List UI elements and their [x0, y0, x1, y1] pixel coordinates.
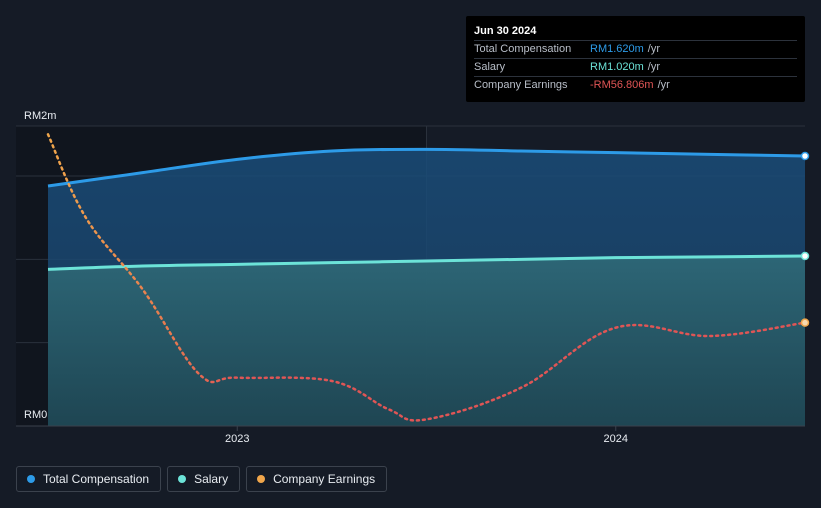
tooltip-row-salary: Salary RM1.020m /yr [474, 58, 797, 76]
legend-dot-icon [27, 475, 35, 483]
tooltip-value: RM1.020m [590, 61, 644, 73]
tooltip-row-total: Total Compensation RM1.620m /yr [474, 40, 797, 58]
tooltip-label: Salary [474, 61, 506, 73]
legend-label: Total Compensation [43, 472, 150, 486]
salary-area [48, 256, 805, 426]
tooltip-unit: /yr [647, 43, 661, 55]
series-lines [46, 133, 807, 422]
total-compensation-end-marker [800, 151, 810, 161]
legend-item-total-compensation[interactable]: Total Compensation [16, 466, 162, 492]
series-areas [48, 149, 805, 426]
series-end-markers [800, 151, 810, 327]
tooltip-value: -RM56.806m [590, 79, 654, 91]
legend-item-salary[interactable]: Salary [167, 466, 241, 492]
total-compensation-line [47, 147, 806, 188]
tooltip: Jun 30 2024 Total Compensation RM1.620m … [466, 16, 805, 102]
tooltip-unit: /yr [647, 61, 661, 73]
tooltip-row-earnings: Company Earnings -RM56.806m /yr [474, 76, 797, 94]
legend-dot-icon [178, 475, 187, 483]
axes: RM2m RM0 2023 2024 [16, 110, 805, 445]
salary-line [47, 254, 806, 271]
legend: Total Compensation Salary Company Earnin… [16, 466, 388, 492]
legend-label: Salary [194, 472, 229, 486]
y-tick-label: RM2m [24, 110, 56, 122]
salary-end-marker [800, 251, 810, 261]
tooltip-label: Company Earnings [474, 79, 568, 91]
x-tick-label: 2024 [604, 433, 628, 445]
legend-dot-icon [257, 475, 266, 483]
tooltip-value: RM1.620m [590, 43, 644, 55]
y-tick-label: RM0 [24, 409, 47, 421]
company-earnings-line [46, 133, 807, 422]
legend-item-company-earnings[interactable]: Company Earnings [246, 466, 388, 492]
tooltip-label: Total Compensation [474, 43, 572, 55]
x-tick-label: 2023 [225, 433, 249, 445]
company-earnings-end-marker [800, 318, 810, 327]
legend-label: Company Earnings [273, 472, 376, 486]
tooltip-unit: /yr [657, 79, 670, 91]
tooltip-date: Jun 30 2024 [474, 25, 537, 37]
